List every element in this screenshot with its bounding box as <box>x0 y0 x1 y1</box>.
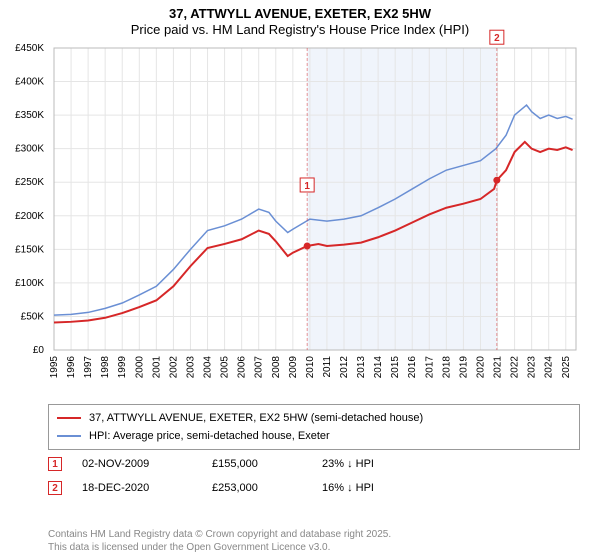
y-tick-label: £450K <box>15 43 44 54</box>
sale-vs-hpi: 23% ↓ HPI <box>322 458 422 470</box>
sale-price: £253,000 <box>212 482 302 494</box>
footer-line2: This data is licensed under the Open Gov… <box>48 541 391 554</box>
sale-date: 18-DEC-2020 <box>82 482 192 494</box>
x-tick-label: 1996 <box>66 356 77 379</box>
x-tick-label: 2013 <box>356 356 367 379</box>
line-chart: £0£50K£100K£150K£200K£250K£300K£350K£400… <box>48 44 580 394</box>
title-address: 37, ATTWYLL AVENUE, EXETER, EX2 5HW <box>0 6 600 21</box>
sale-row: 1 02-NOV-2009 £155,000 23% ↓ HPI <box>48 452 580 476</box>
y-tick-label: £150K <box>15 244 44 255</box>
sales-table: 1 02-NOV-2009 £155,000 23% ↓ HPI 2 18-DEC-202… <box>48 452 580 500</box>
x-tick-label: 2025 <box>561 356 572 379</box>
x-tick-label: 1998 <box>100 356 111 379</box>
sale-row: 2 18-DEC-2020 £253,000 16% ↓ HPI <box>48 476 580 500</box>
y-tick-label: £350K <box>15 110 44 121</box>
legend: 37, ATTWYLL AVENUE, EXETER, EX2 5HW (sem… <box>48 404 580 450</box>
x-tick-label: 2009 <box>288 356 299 379</box>
x-tick-label: 2001 <box>151 356 162 379</box>
x-tick-label: 2006 <box>237 356 248 379</box>
y-tick-label: £250K <box>15 177 44 188</box>
legend-item: 37, ATTWYLL AVENUE, EXETER, EX2 5HW (sem… <box>57 409 571 427</box>
sale-marker-box: 2 <box>48 481 62 495</box>
x-tick-label: 1995 <box>49 356 60 379</box>
x-tick-label: 2024 <box>544 356 555 379</box>
y-tick-label: £400K <box>15 77 44 88</box>
x-tick-label: 2005 <box>220 356 231 379</box>
x-tick-label: 1997 <box>83 356 94 379</box>
y-tick-label: £100K <box>15 278 44 289</box>
x-tick-label: 2002 <box>168 356 179 379</box>
y-tick-label: £300K <box>15 144 44 155</box>
sale-price: £155,000 <box>212 458 302 470</box>
x-tick-label: 2004 <box>203 356 214 379</box>
x-tick-label: 2003 <box>185 356 196 379</box>
x-tick-label: 2017 <box>424 356 435 379</box>
footer-attribution: Contains HM Land Registry data © Crown c… <box>48 528 391 554</box>
x-tick-label: 2015 <box>390 356 401 379</box>
sale-date: 02-NOV-2009 <box>82 458 192 470</box>
x-tick-label: 2020 <box>475 356 486 379</box>
y-tick-label: £0 <box>33 345 45 356</box>
legend-label: HPI: Average price, semi-detached house,… <box>89 430 330 442</box>
x-tick-label: 2010 <box>305 356 316 379</box>
sale-marker-box: 1 <box>48 457 62 471</box>
x-tick-label: 2021 <box>493 356 504 379</box>
x-tick-label: 2019 <box>458 356 469 379</box>
x-tick-label: 2000 <box>134 356 145 379</box>
x-tick-label: 1999 <box>117 356 128 379</box>
chart-container: 37, ATTWYLL AVENUE, EXETER, EX2 5HW Pric… <box>0 0 600 560</box>
x-tick-label: 2008 <box>271 356 282 379</box>
x-tick-label: 2016 <box>407 356 418 379</box>
footer-line1: Contains HM Land Registry data © Crown c… <box>48 528 391 541</box>
legend-label: 37, ATTWYLL AVENUE, EXETER, EX2 5HW (sem… <box>89 412 423 424</box>
sale-marker-label: 2 <box>494 33 500 44</box>
sale-vs-hpi: 16% ↓ HPI <box>322 482 422 494</box>
y-tick-label: £200K <box>15 211 44 222</box>
x-tick-label: 2018 <box>441 356 452 379</box>
legend-swatch <box>57 417 81 419</box>
legend-item: HPI: Average price, semi-detached house,… <box>57 427 571 445</box>
title-subtitle: Price paid vs. HM Land Registry's House … <box>0 22 600 37</box>
legend-swatch <box>57 435 81 437</box>
x-tick-label: 2012 <box>339 356 350 379</box>
x-tick-label: 2011 <box>322 356 333 378</box>
x-tick-label: 2007 <box>254 356 265 379</box>
x-tick-label: 2014 <box>373 356 384 379</box>
y-tick-label: £50K <box>21 311 45 322</box>
x-tick-label: 2022 <box>510 356 521 379</box>
sale-marker-label: 1 <box>304 181 310 192</box>
title-block: 37, ATTWYLL AVENUE, EXETER, EX2 5HW Pric… <box>0 0 600 39</box>
x-tick-label: 2023 <box>527 356 538 379</box>
